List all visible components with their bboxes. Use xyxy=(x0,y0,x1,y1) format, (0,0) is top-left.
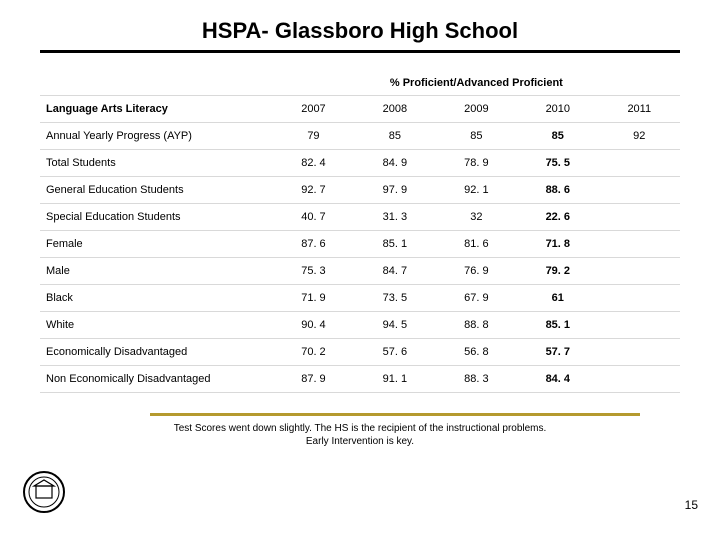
data-cell: 87. 6 xyxy=(273,231,354,258)
title-rule xyxy=(40,50,680,53)
table-row: Special Education Students40. 731. 33222… xyxy=(40,204,680,231)
row-label: General Education Students xyxy=(40,177,273,204)
data-cell: 32 xyxy=(436,204,517,231)
school-logo-icon xyxy=(22,470,66,514)
data-cell: 85 xyxy=(354,123,435,150)
data-cell: 67. 9 xyxy=(436,285,517,312)
table-row: White90. 494. 588. 885. 1 xyxy=(40,312,680,339)
data-cell: 75. 5 xyxy=(517,150,598,177)
data-cell: 57. 6 xyxy=(354,339,435,366)
data-cell: 73. 5 xyxy=(354,285,435,312)
data-cell: 57. 7 xyxy=(517,339,598,366)
row-label: Male xyxy=(40,258,273,285)
data-cell: 81. 6 xyxy=(436,231,517,258)
footer-text: Test Scores went down slightly. The HS i… xyxy=(0,422,720,448)
blank-corner xyxy=(40,71,273,96)
table-row: Male75. 384. 776. 979. 2 xyxy=(40,258,680,285)
data-cell: 85. 1 xyxy=(517,312,598,339)
data-cell: 97. 9 xyxy=(354,177,435,204)
data-cell: 92 xyxy=(599,123,680,150)
data-cell: 78. 9 xyxy=(436,150,517,177)
year-header-row: Language Arts Literacy 2007 2008 2009 20… xyxy=(40,96,680,123)
data-cell: 70. 2 xyxy=(273,339,354,366)
row-label: White xyxy=(40,312,273,339)
year-col: 2011 xyxy=(599,96,680,123)
row-header-label: Language Arts Literacy xyxy=(40,96,273,123)
data-cell: 79 xyxy=(273,123,354,150)
data-cell: 22. 6 xyxy=(517,204,598,231)
section-header: % Proficient/Advanced Proficient xyxy=(273,71,680,96)
data-cell: 84. 9 xyxy=(354,150,435,177)
year-col: 2009 xyxy=(436,96,517,123)
data-cell xyxy=(599,285,680,312)
data-cell: 91. 1 xyxy=(354,366,435,393)
data-cell: 76. 9 xyxy=(436,258,517,285)
data-cell xyxy=(599,312,680,339)
data-cell xyxy=(599,231,680,258)
data-cell xyxy=(599,366,680,393)
data-cell: 85 xyxy=(436,123,517,150)
row-label: Total Students xyxy=(40,150,273,177)
data-cell: 61 xyxy=(517,285,598,312)
page-title: HSPA- Glassboro High School xyxy=(0,0,720,50)
table-row: Annual Yearly Progress (AYP)7985858592 xyxy=(40,123,680,150)
row-label: Non Economically Disadvantaged xyxy=(40,366,273,393)
data-cell xyxy=(599,204,680,231)
row-label: Special Education Students xyxy=(40,204,273,231)
year-col: 2008 xyxy=(354,96,435,123)
data-cell: 31. 3 xyxy=(354,204,435,231)
data-cell: 88. 3 xyxy=(436,366,517,393)
data-cell: 90. 4 xyxy=(273,312,354,339)
row-label: Female xyxy=(40,231,273,258)
year-col: 2010 xyxy=(517,96,598,123)
section-header-row: % Proficient/Advanced Proficient xyxy=(40,71,680,96)
table-row: Total Students82. 484. 978. 975. 5 xyxy=(40,150,680,177)
data-cell xyxy=(599,339,680,366)
data-table-container: % Proficient/Advanced Proficient Languag… xyxy=(40,71,680,393)
table-row: Black71. 973. 567. 961 xyxy=(40,285,680,312)
data-cell: 84. 4 xyxy=(517,366,598,393)
data-cell: 94. 5 xyxy=(354,312,435,339)
data-cell xyxy=(599,150,680,177)
table-row: Economically Disadvantaged70. 257. 656. … xyxy=(40,339,680,366)
table-body: Annual Yearly Progress (AYP)7985858592To… xyxy=(40,123,680,393)
data-cell: 88. 8 xyxy=(436,312,517,339)
data-cell: 40. 7 xyxy=(273,204,354,231)
data-cell: 84. 7 xyxy=(354,258,435,285)
row-label: Black xyxy=(40,285,273,312)
table-row: Female87. 685. 181. 671. 8 xyxy=(40,231,680,258)
page-number: 15 xyxy=(685,498,698,512)
data-cell: 92. 1 xyxy=(436,177,517,204)
data-cell xyxy=(599,258,680,285)
row-label: Economically Disadvantaged xyxy=(40,339,273,366)
data-cell: 92. 7 xyxy=(273,177,354,204)
data-cell: 82. 4 xyxy=(273,150,354,177)
data-cell: 85. 1 xyxy=(354,231,435,258)
data-cell: 79. 2 xyxy=(517,258,598,285)
footer-line2: Early Intervention is key. xyxy=(306,436,414,447)
data-cell: 85 xyxy=(517,123,598,150)
data-cell: 75. 3 xyxy=(273,258,354,285)
data-table: % Proficient/Advanced Proficient Languag… xyxy=(40,71,680,393)
year-col: 2007 xyxy=(273,96,354,123)
footer-line1: Test Scores went down slightly. The HS i… xyxy=(174,423,547,434)
row-label: Annual Yearly Progress (AYP) xyxy=(40,123,273,150)
table-row: Non Economically Disadvantaged87. 991. 1… xyxy=(40,366,680,393)
footer-rule xyxy=(150,413,640,416)
data-cell xyxy=(599,177,680,204)
table-row: General Education Students92. 797. 992. … xyxy=(40,177,680,204)
data-cell: 71. 8 xyxy=(517,231,598,258)
data-cell: 56. 8 xyxy=(436,339,517,366)
data-cell: 87. 9 xyxy=(273,366,354,393)
data-cell: 88. 6 xyxy=(517,177,598,204)
data-cell: 71. 9 xyxy=(273,285,354,312)
